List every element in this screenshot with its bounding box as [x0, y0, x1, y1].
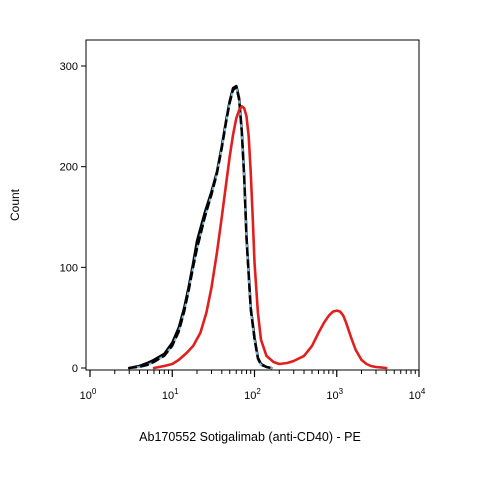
x-tick-label: 102	[244, 387, 261, 402]
y-tick-label: 0	[72, 363, 78, 375]
x-tick-label: 101	[162, 387, 179, 402]
x-tick-label: 103	[326, 387, 343, 402]
series-line	[127, 84, 273, 370]
plot-frame	[85, 39, 420, 371]
series-line	[128, 85, 273, 370]
series-lines	[127, 84, 388, 370]
x-tick-label: 104	[409, 387, 426, 402]
x-axis-title: Ab170552 Sotigalimab (anti-CD40) - PE	[139, 430, 361, 444]
x-tick-label: 100	[80, 387, 97, 402]
y-tick-label: 300	[60, 61, 78, 73]
y-tick-label: 100	[60, 262, 78, 274]
y-tick-label: 200	[60, 162, 78, 174]
x-axis-ticks: 100 101 102 103 104	[80, 370, 426, 402]
y-axis-ticks: 0 100 200 300	[60, 61, 86, 375]
series-line	[152, 105, 388, 370]
y-axis-title: Count	[8, 188, 22, 221]
